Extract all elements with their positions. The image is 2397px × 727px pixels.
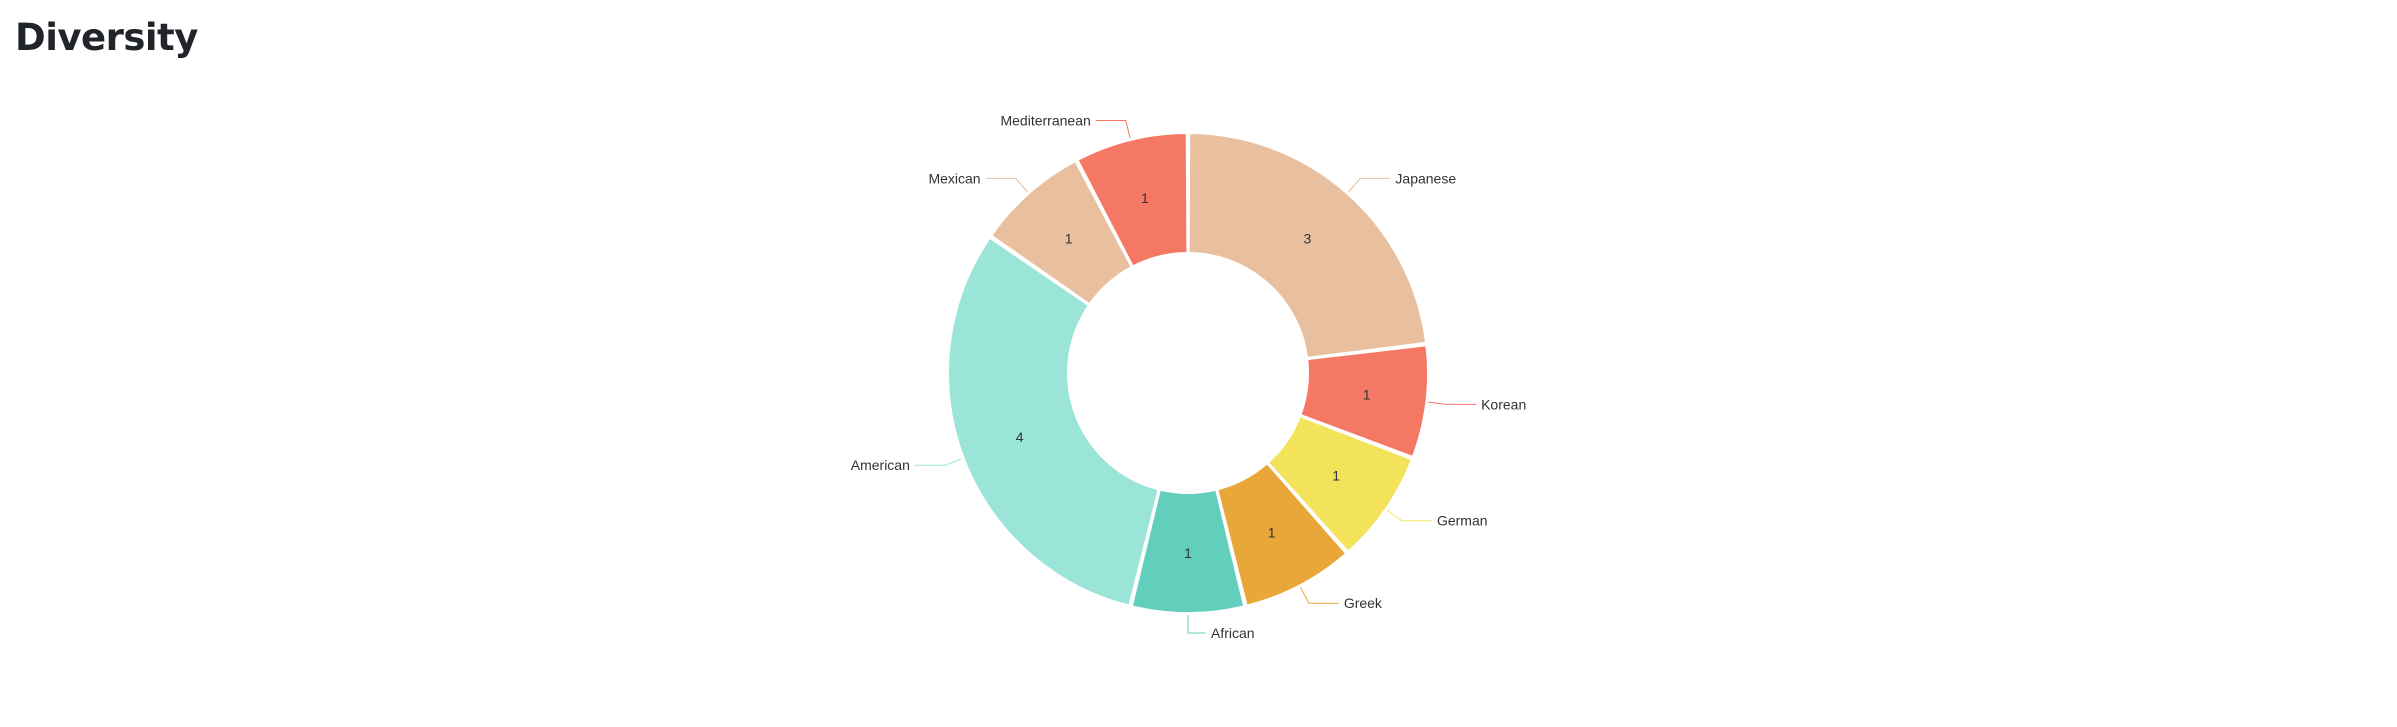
category-label-mediterranean: Mediterranean — [1000, 113, 1090, 129]
data-label-american: 4 — [1016, 429, 1024, 445]
category-label-japanese: Japanese — [1395, 170, 1456, 186]
data-label-german: 1 — [1332, 467, 1340, 483]
data-label-japanese: 3 — [1303, 230, 1311, 246]
category-label-korean: Korean — [1481, 396, 1526, 412]
category-label-american: American — [851, 457, 910, 473]
slice-german[interactable] — [1267, 415, 1413, 553]
data-label-mediterranean: 1 — [1141, 190, 1149, 206]
category-label-african: African — [1211, 625, 1255, 641]
data-label-korean: 1 — [1363, 387, 1371, 403]
category-label-mexican: Mexican — [928, 170, 980, 186]
data-label-greek: 1 — [1268, 524, 1276, 540]
data-label-african: 1 — [1184, 545, 1192, 561]
chart-leader-lines — [914, 120, 1477, 634]
data-label-mexican: 1 — [1065, 230, 1073, 246]
leader-line-american — [914, 458, 962, 466]
leader-line-greek — [1300, 587, 1339, 604]
slice-american[interactable] — [947, 236, 1160, 607]
leader-line-mexican — [985, 177, 1028, 193]
slice-japanese[interactable] — [1187, 132, 1428, 359]
slice-mediterranean[interactable] — [1076, 132, 1189, 268]
chart-category-labels: Japanese Korean German Greek African American… — [851, 113, 1527, 641]
leader-line-japanese — [1348, 177, 1391, 193]
leader-line-african — [1187, 615, 1206, 634]
leader-line-korean — [1428, 401, 1477, 405]
category-label-greek: Greek — [1344, 595, 1383, 611]
chart-data-labels: 3 1 1 1 1 4 1 1 — [1016, 190, 1371, 561]
leader-line-german — [1386, 510, 1432, 522]
page-title: Diversity — [15, 16, 198, 59]
chart-slices — [947, 132, 1429, 614]
leader-line-mediterranean — [1095, 120, 1131, 139]
category-label-german: German — [1437, 513, 1488, 529]
slice-korean[interactable] — [1299, 344, 1429, 458]
slice-african[interactable] — [1130, 488, 1246, 614]
slice-mexican[interactable] — [990, 160, 1133, 306]
slice-greek[interactable] — [1216, 462, 1348, 607]
